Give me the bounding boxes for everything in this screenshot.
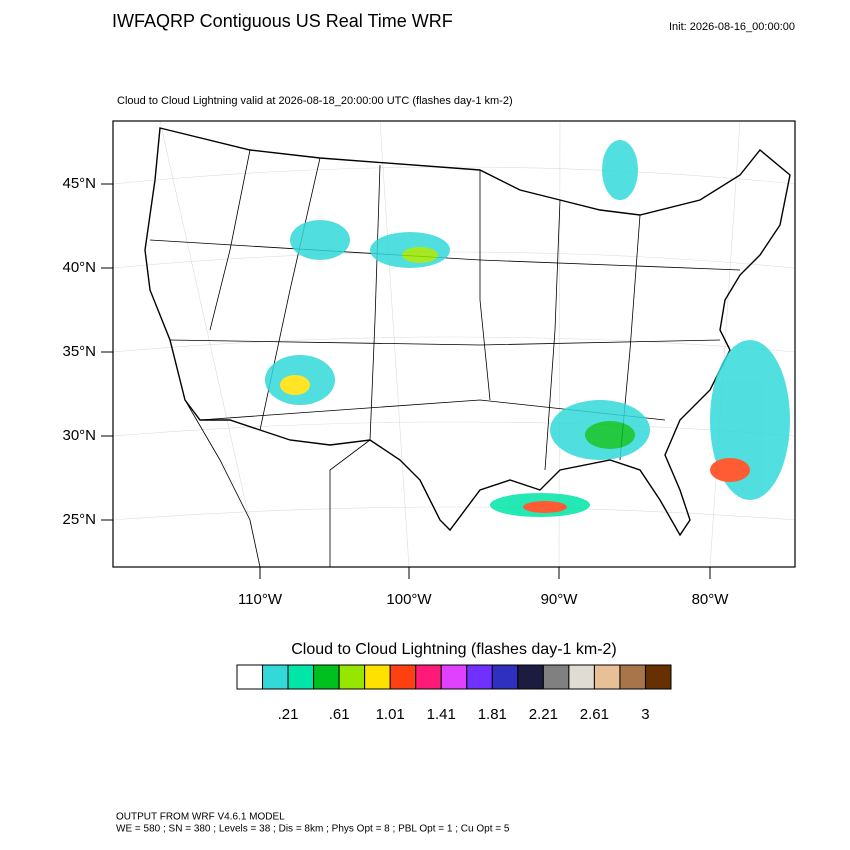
map-frame-bg [113, 121, 795, 567]
footer-line: OUTPUT FROM WRF V4.6.1 MODEL [116, 812, 285, 823]
colorbar-box [236, 664, 264, 690]
colorbar: .21 .61 1.01 1.41 1.81 2.21 2.61 3 [236, 664, 672, 723]
colorbar-box [364, 664, 391, 690]
colorbar-box [542, 664, 570, 690]
colorbar-label: .21 [278, 706, 299, 723]
colorbar-label: 3 [641, 706, 649, 723]
lon-label: 100°W [386, 591, 432, 608]
lightning-areas [265, 140, 790, 517]
colorbar-box [568, 664, 595, 690]
lat-label: 45°N [62, 175, 96, 192]
colorbar-label: 2.61 [580, 706, 609, 723]
footer-line: WE = 580 ; SN = 380 ; Levels = 38 ; Dis … [116, 824, 510, 835]
lat-label: 30°N [62, 427, 96, 444]
map-frame [112, 120, 796, 568]
colorbar-label: 1.41 [427, 706, 456, 723]
colorbar-box [287, 664, 315, 690]
lat-label: 25°N [62, 511, 96, 528]
lon-label: 110°W [238, 591, 283, 608]
lat-label: 40°N [62, 259, 96, 276]
colorbar-label: 2.21 [529, 706, 558, 723]
graticule [112, 120, 796, 568]
colorbar-box [415, 664, 442, 690]
colorbar-box [338, 664, 366, 690]
lon-label: 80°W [692, 591, 730, 608]
colorbar-label: 1.01 [376, 706, 405, 723]
state-lines [149, 149, 741, 568]
map: 45°N 40°N 35°N 30°N 25°N 110°W 100°W 90°… [62, 120, 796, 608]
colorbar-box [313, 664, 340, 690]
colorbar-box [644, 664, 672, 690]
colorbar-title: Cloud to Cloud Lightning (flashes day-1 … [291, 641, 617, 658]
colorbar-label: 1.81 [478, 706, 507, 723]
axis-ticks [101, 183, 711, 579]
title: IWFAQRP Contiguous US Real Time WRF [112, 11, 453, 31]
colorbar-box [491, 664, 519, 690]
us-outline [144, 127, 791, 537]
colorbar-box [262, 664, 289, 690]
colorbar-box [440, 664, 468, 690]
lon-label: 90°W [541, 591, 579, 608]
colorbar-box [389, 664, 417, 690]
colorbar-box [593, 664, 621, 690]
colorbar-box [466, 664, 493, 690]
map-subtitle: Cloud to Cloud Lightning valid at 2026-0… [117, 95, 513, 107]
init-time: Init: 2026-08-16_00:00:00 [669, 21, 795, 33]
colorbar-box [619, 664, 646, 690]
colorbar-box [517, 664, 544, 690]
colorbar-label: .61 [329, 706, 350, 723]
lat-label: 35°N [62, 343, 96, 360]
